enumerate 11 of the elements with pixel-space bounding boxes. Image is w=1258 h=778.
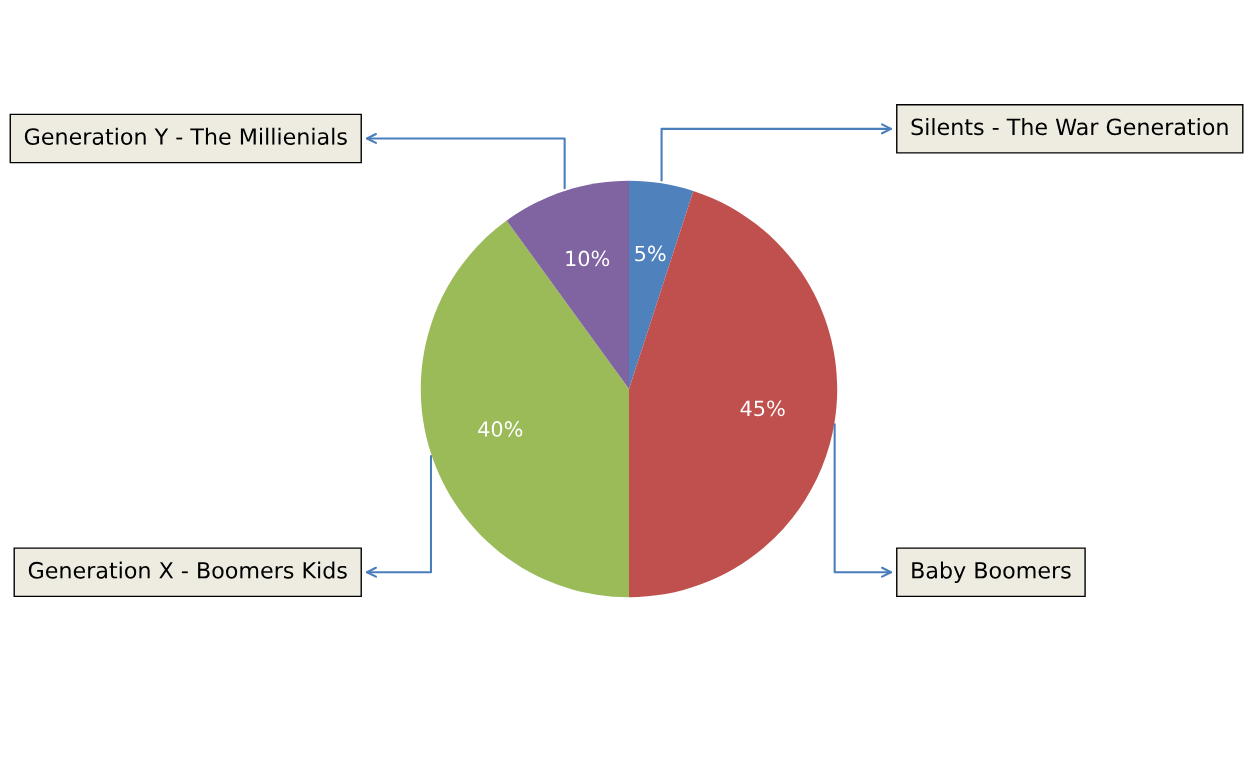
data-label: 5%	[635, 245, 666, 262]
pie-slice	[420, 220, 629, 598]
slice-label: Generation X - Boomers Kids	[28, 561, 347, 579]
data-label: 45%	[740, 400, 785, 417]
data-label: 10%	[566, 250, 610, 267]
pie-slice	[506, 180, 629, 389]
slice-label: Generation Y - The Millienials	[24, 127, 347, 145]
slice-label: Baby Boomers	[912, 561, 1071, 583]
data-label: 40%	[478, 421, 523, 437]
legend-label: Silents - The War Generation	[911, 118, 1228, 136]
pie-slice	[629, 190, 838, 598]
